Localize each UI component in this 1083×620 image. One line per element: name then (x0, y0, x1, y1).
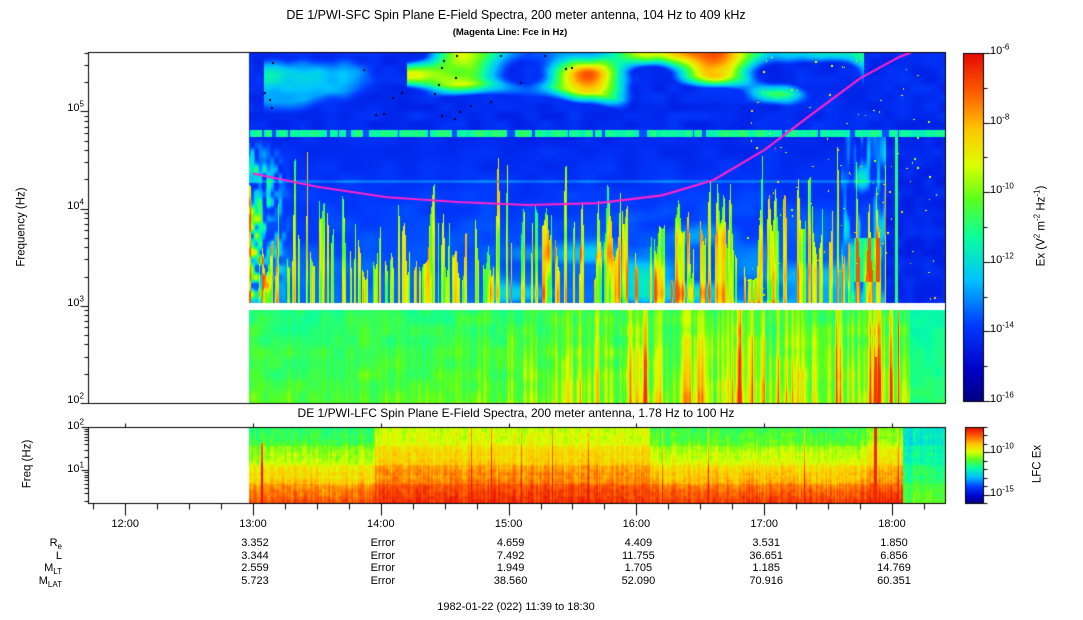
time-tick-label: 13:00 (239, 518, 267, 530)
table-cell: 5.723 (241, 575, 269, 587)
sfc-ytick-label: 105 (67, 99, 84, 115)
time-tick-label: 15:00 (494, 518, 523, 530)
table-cell: Error (370, 575, 396, 587)
table-cell: 3.531 (752, 537, 780, 549)
table-cell: 2.559 (241, 562, 269, 574)
table-cell: 11.755 (621, 550, 655, 562)
lfc-ytick-label: 101 (67, 460, 84, 476)
table-cell: 7.492 (496, 550, 525, 562)
sfc-ylabel: Frequency (Hz) (15, 187, 28, 267)
sfc-colorbar-tick-label: 10-10 (990, 181, 1014, 197)
sfc-colorbar-tick-label: 10-6 (990, 42, 1010, 57)
time-tick-label: 17:00 (750, 518, 778, 530)
table-cell: 36.651 (749, 550, 784, 562)
table-cell: 14.769 (877, 562, 911, 574)
table-cell: 70.916 (749, 575, 784, 587)
lfc-colorbar-label: LFC Ex (1031, 444, 1044, 484)
lfc-colorbar-tick-label: 10-10 (990, 441, 1014, 457)
lfc-colorbar-tick-label: 10-15 (990, 483, 1014, 499)
lfc-ytick-label: 102 (67, 417, 84, 432)
table-row-label: MLAT (38, 575, 62, 590)
table-cell: 1.705 (624, 562, 653, 574)
table-cell: 4.659 (496, 537, 525, 549)
time-tick-label: 12:00 (111, 518, 139, 530)
sfc-title: DE 1/PWI-SFC Spin Plane E-Field Spectra,… (286, 8, 746, 22)
time-tick-label: 16:00 (622, 518, 651, 530)
table-row-label: L (55, 550, 62, 562)
table-cell: 4.409 (624, 537, 653, 549)
table-row-label: Re (49, 537, 62, 552)
caption: 1982-01-22 (022) 11:39 to 18:30 (437, 601, 595, 613)
sfc-colorbar-label: Ex (V2 m-2 Hz-1) (1032, 185, 1048, 267)
table-cell: Error (370, 537, 396, 549)
table-row-label: MLT (44, 562, 62, 577)
sfc-colorbar-tick-label: 10-14 (990, 320, 1014, 336)
sfc-subtitle: (Magenta Line: Fce in Hz) (452, 27, 568, 38)
sfc-ytick-label: 104 (67, 196, 84, 212)
lfc-title: DE 1/PWI-LFC Spin Plane E-Field Spectra,… (297, 406, 735, 420)
sfc-colorbar-tick-label: 10-16 (990, 390, 1014, 405)
sfc-ytick-label: 102 (67, 391, 84, 406)
table-cell: 3.344 (241, 550, 269, 562)
table-cell: 3.352 (241, 537, 269, 549)
sfc-colorbar-tick-label: 10-8 (990, 111, 1010, 127)
table-cell: 60.351 (877, 575, 911, 587)
table-cell: 1.949 (496, 562, 525, 574)
table-cell: Error (370, 562, 396, 574)
sfc-colorbar-tick-label: 10-12 (990, 251, 1014, 266)
table-cell: 1.185 (752, 562, 780, 574)
table-cell: 6.856 (880, 550, 908, 562)
table-cell: 38.560 (493, 575, 528, 587)
table-cell: 52.090 (621, 575, 656, 587)
sfc-ytick-label: 103 (67, 294, 84, 309)
table-cell: 1.850 (880, 537, 908, 549)
table-cell: Error (370, 550, 396, 562)
time-tick-label: 14:00 (367, 518, 395, 530)
time-tick-label: 18:00 (878, 518, 906, 530)
lfc-ylabel: Freq (Hz) (21, 439, 34, 489)
